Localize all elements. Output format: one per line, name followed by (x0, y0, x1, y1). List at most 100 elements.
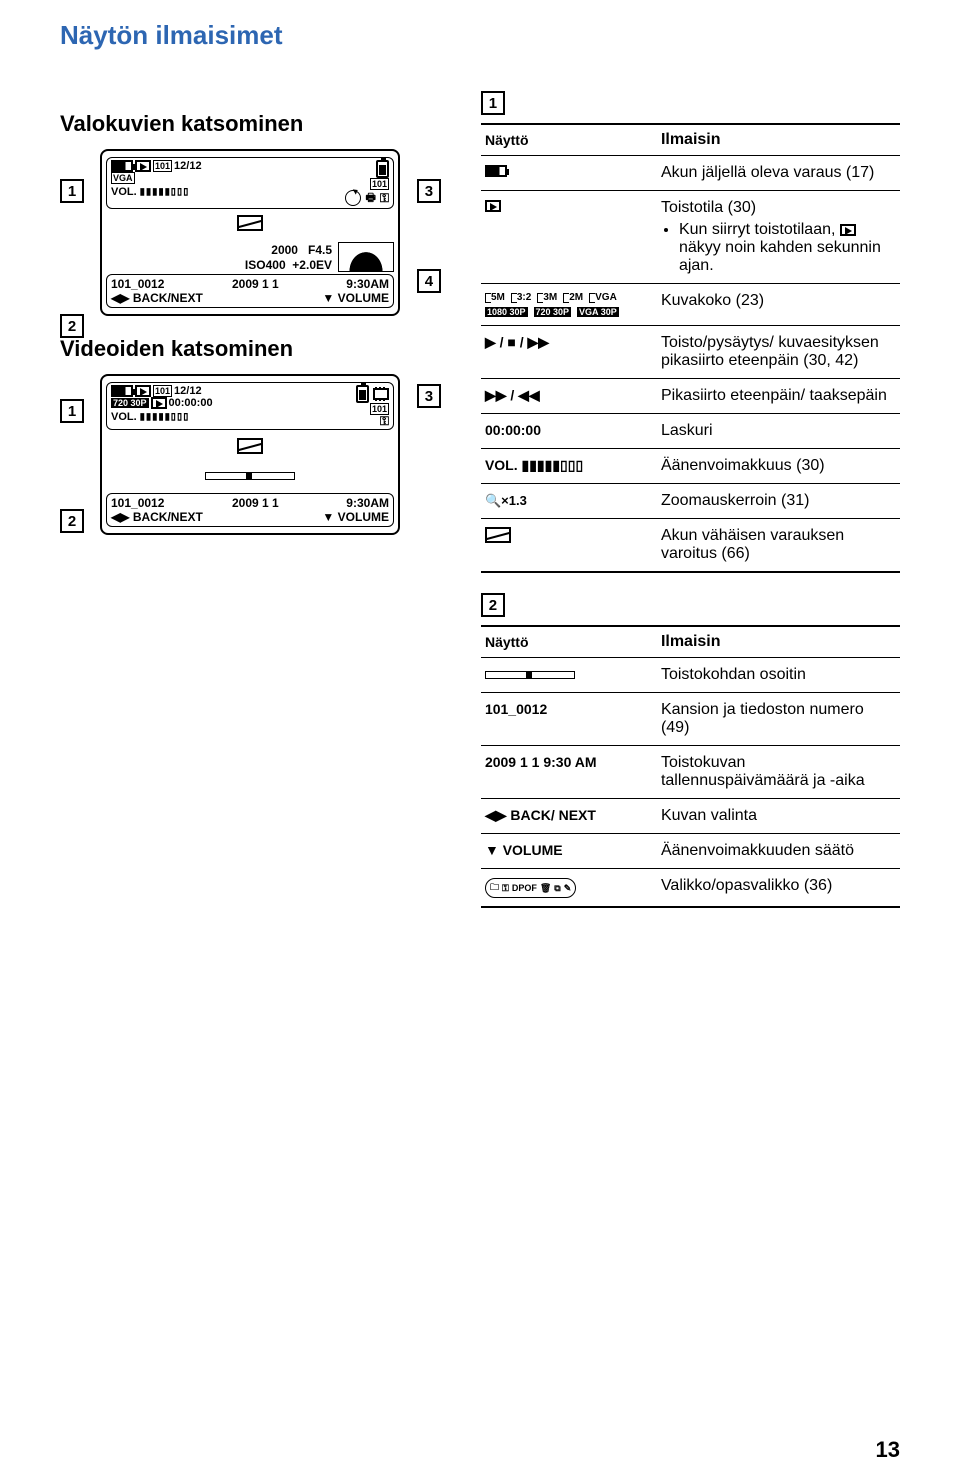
desc-cell: Kansion ja tiedoston numero (49) (657, 693, 900, 746)
table-row: Toistotila (30) Kun siirryt toistotilaan… (481, 191, 900, 284)
battery-small-icon (376, 160, 389, 178)
desc-cell: Valikko/opasvalikko (36) (657, 869, 900, 908)
table-row: ▼ VOLUME Äänenvoimakkuuden säätö (481, 834, 900, 869)
lock-icon: ⚿ (380, 415, 389, 427)
callout-2: 2 (60, 314, 84, 338)
table-row: Akun jäljellä oleva varaus (17) (481, 156, 900, 191)
low-battery-icon (485, 527, 511, 543)
callout-1: 1 (60, 179, 84, 203)
bullet-text: Kun siirryt toistotilaan, näkyy noin kah… (679, 221, 881, 274)
date: 2009 1 1 (232, 277, 279, 291)
desc-text: Toistotila (30) (661, 199, 756, 216)
battery-icon (111, 385, 133, 397)
right-column: 1 Näyttö Ilmaisin Akun jäljellä oleva va… (481, 91, 900, 928)
battery-small-icon (356, 385, 369, 403)
th-display: Näyttö (481, 626, 657, 658)
film-icon (373, 388, 389, 400)
volume-bars: ▮▮▮▮▮▯▯▯ (139, 409, 189, 424)
desc-cell: Zoomauskerroin (31) (657, 484, 900, 519)
playback-icon (135, 385, 151, 397)
zoom-icon: 🔍×1.3 (485, 493, 527, 508)
date: 2009 1 1 (232, 496, 279, 510)
disp-cell: ◀▶ BACK/ NEXT (481, 799, 657, 834)
ev-value: +2.0EV (292, 258, 332, 272)
table-row: 🗀⚿DPOF🗑⧉✎ Valikko/opasvalikko (36) (481, 869, 900, 908)
callout-3b: 3 (417, 384, 441, 408)
callout-3: 3 (417, 179, 441, 203)
page-title: Näytön ilmaisimet (60, 20, 900, 51)
video-lcd-frame: 101 12/12 720 30P 00:00:00 VOL. ▮▮▮▮▮▯▯▯ (100, 374, 400, 535)
table-row: ◀▶ BACK/ NEXT Kuvan valinta (481, 799, 900, 834)
desc-cell: Äänenvoimakkuuden säätö (657, 834, 900, 869)
th-indicator: Ilmaisin (657, 626, 900, 658)
video-section-title: Videoiden katsominen (60, 336, 441, 362)
down-icon: ▼ (322, 291, 334, 305)
desc-cell: Kuvakoko (23) (657, 284, 900, 326)
desc-cell: Toistokohdan osoitin (657, 658, 900, 693)
photo-section-title: Valokuvien katsominen (60, 111, 441, 137)
back-label: BACK/NEXT (133, 510, 203, 524)
table-row: Toistokohdan osoitin (481, 658, 900, 693)
desc-cell: Kuvan valinta (657, 799, 900, 834)
th-display: Näyttö (481, 124, 657, 156)
volume-label: VOLUME (338, 510, 389, 524)
histogram-icon (338, 242, 394, 272)
table-row: ▶ / ■ / ▶▶ Toisto/pysäytys/ kuvaesitykse… (481, 326, 900, 379)
folder-icon-2: 101 (370, 178, 389, 190)
table-row: ▶▶ / ◀◀ Pikasiirto eteenpäin/ taaksepäin (481, 379, 900, 414)
shutter-value: 2000 (271, 243, 298, 257)
time: 9:30AM (346, 496, 389, 510)
down-icon: ▼ (322, 510, 334, 524)
table-row: 101_0012 Kansion ja tiedoston numero (49… (481, 693, 900, 746)
disp-cell: 00:00:00 (481, 414, 657, 449)
low-battery-icon (237, 438, 263, 454)
disp-cell: ▼ VOLUME (481, 834, 657, 869)
video-count: 12/12 (174, 385, 202, 397)
time: 9:30AM (346, 277, 389, 291)
playback-icon (485, 200, 501, 212)
desc-cell: Pikasiirto eteenpäin/ taaksepäin (657, 379, 900, 414)
battery-icon (111, 160, 133, 172)
file-name: 101_0012 (111, 277, 164, 291)
photo-lcd-frame: 101 12/12 VGA VOL. ▮▮▮▮▮▯▯▯ (100, 149, 400, 316)
playback-icon (135, 160, 151, 172)
disp-cell: ▶ / ■ / ▶▶ (481, 326, 657, 379)
low-battery-icon (237, 215, 263, 231)
callout-1b: 1 (60, 399, 84, 423)
photo-count: 12/12 (174, 160, 202, 172)
vga-badge: VGA (111, 172, 135, 184)
f-value: F4.5 (308, 243, 332, 257)
photo-lcd-diagram: 1 3 4 2 101 12/12 VGA (60, 149, 441, 316)
page-number: 13 (876, 1437, 900, 1463)
table-row: 5M 3:2 3M 2M VGA 1080 30P 720 30P VGA 30… (481, 284, 900, 326)
callout-4: 4 (417, 269, 441, 293)
callout-1-table: 1 (481, 91, 505, 115)
left-column: Valokuvien katsominen 1 3 4 2 101 12/12 (60, 91, 441, 928)
main-columns: Valokuvien katsominen 1 3 4 2 101 12/12 (60, 91, 900, 928)
callout-2-table: 2 (481, 593, 505, 617)
volume-label: VOLUME (338, 291, 389, 305)
vol-label: VOL. (111, 411, 137, 423)
table-row: 2009 1 1 9:30 AM Toistokuvan tallennuspä… (481, 746, 900, 799)
disp-cell: VOL. ▮▮▮▮▮▯▯▯ (481, 449, 657, 484)
res-badge: 720 30P (111, 398, 149, 408)
desc-cell: Äänenvoimakkuus (30) (657, 449, 900, 484)
iso-value: ISO400 (245, 258, 286, 272)
print-icon: 🖶 (365, 193, 375, 204)
indicator-table-2: Näyttö Ilmaisin Toistokohdan osoitin 101… (481, 625, 900, 908)
desc-cell: Akun jäljellä oleva varaus (17) (657, 156, 900, 191)
leftright-icon: ◀▶ (111, 291, 129, 305)
vol-label: VOL. (111, 186, 137, 198)
indicator-table-1: Näyttö Ilmaisin Akun jäljellä oleva vara… (481, 123, 900, 573)
table-row: Akun vähäisen varauksen varoitus (66) (481, 519, 900, 573)
disp-cell: ▶▶ / ◀◀ (481, 379, 657, 414)
table-row: VOL. ▮▮▮▮▮▯▯▯ Äänenvoimakkuus (30) (481, 449, 900, 484)
th-indicator: Ilmaisin (657, 124, 900, 156)
play-icon (151, 397, 167, 409)
desc-cell: Toisto/pysäytys/ kuvaesityksen pikasiirt… (657, 326, 900, 379)
menu-icons: 🗀⚿DPOF🗑⧉✎ (485, 878, 576, 898)
playback-icon (840, 224, 856, 236)
desc-cell: Laskuri (657, 414, 900, 449)
size-icons: 5M 3:2 3M 2M VGA 1080 30P 720 30P VGA 30… (485, 292, 653, 317)
video-lcd-diagram: 1 3 2 101 12/12 720 30P (60, 374, 441, 535)
